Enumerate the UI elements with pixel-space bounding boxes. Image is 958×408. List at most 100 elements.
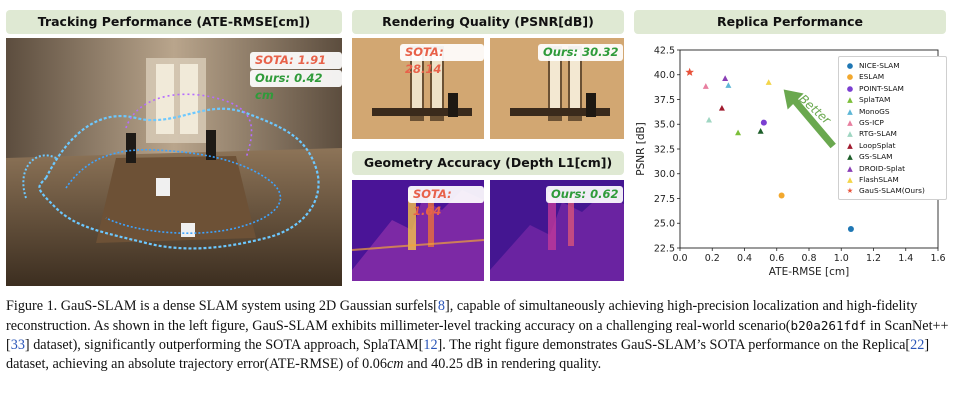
legend-label: DROID-Splat — [859, 163, 906, 173]
legend-label: POINT-SLAM — [859, 83, 904, 93]
legend-label: FlashSLAM — [859, 175, 899, 184]
legend-label: ESLAM — [859, 72, 885, 82]
legend-marker-icon: ▲ — [847, 95, 853, 105]
y-tick-label: 32.5 — [654, 144, 675, 155]
legend-item: ▲ RTG-SLAM — [845, 129, 897, 138]
legend-marker-icon: ● — [846, 83, 854, 93]
legend-marker-icon: ▲ — [847, 140, 853, 150]
legend-label: MonoGS — [859, 106, 890, 116]
citation-link[interactable]: 12 — [423, 337, 438, 353]
geometry-ours-badge: Ours: 0.62 — [546, 186, 624, 203]
caption-text-2: ], capable of simultaneously achieving h… — [6, 298, 918, 334]
data-point — [735, 129, 742, 136]
legend-label: RTG-SLAM — [859, 129, 897, 139]
y-tick-label: 22.5 — [654, 243, 675, 254]
x-tick-label: 1.6 — [930, 253, 945, 264]
legend-label: GS-ICP — [859, 118, 884, 127]
better-arrow-head — [783, 89, 804, 110]
x-tick-label: 1.2 — [866, 253, 881, 264]
legend-item: ▲ GS-SLAM — [845, 152, 893, 162]
legend-marker-icon: ▲ — [847, 118, 853, 127]
legend-marker-icon: ▲ — [847, 163, 853, 173]
tracking-title: Tracking Performance (ATE-RMSE[cm]) — [6, 10, 342, 34]
citation-link[interactable]: 8 — [437, 298, 446, 314]
data-point — [725, 82, 732, 88]
rendering-sota-badge: SOTA: 28.14 — [400, 44, 484, 76]
legend-marker-icon: ● — [846, 61, 854, 70]
better-arrow-shaft — [791, 98, 836, 149]
caption-label: Figure 1. — [6, 298, 58, 314]
x-tick-label: 0.8 — [801, 253, 816, 264]
x-tick-label: 0.6 — [769, 253, 784, 264]
rendering-sota-image: SOTA: 28.14 — [352, 38, 484, 139]
chart-legend: ● NICE-SLAM ● ESLAM ● POINT-SLAM ▲ SplaTAM ▲ Mono… — [838, 56, 947, 200]
legend-item: ▲ DROID-Splat — [845, 164, 905, 173]
legend-item: ● NICE-SLAM — [845, 61, 900, 70]
legend-item: ▲ MonoGS — [845, 106, 890, 116]
legend-label: NICE-SLAM — [859, 61, 900, 70]
x-tick-label: 1.0 — [834, 253, 849, 264]
caption-text-3: in ScanNet++[ — [6, 318, 949, 353]
data-point — [722, 75, 729, 81]
data-point — [718, 104, 725, 111]
caption-text-4: ] dataset), significantly outperforming … — [24, 337, 424, 353]
x-tick-label: 0.2 — [705, 253, 720, 264]
data-point — [706, 116, 713, 123]
legend-label: LoopSplat — [859, 140, 896, 150]
legend-item: ▲ FlashSLAM — [845, 175, 899, 184]
legend-item: ● ESLAM — [845, 72, 884, 81]
legend-item: ▲ LoopSplat — [845, 140, 896, 150]
geometry-title: Geometry Accuracy (Depth L1[cm]) — [352, 151, 624, 175]
caption-text-1: GauS-SLAM is a dense SLAM system using 2… — [57, 298, 438, 314]
scene-code: b20a261fdf — [790, 318, 867, 333]
x-axis-label: ATE-RMSE [cm] — [769, 266, 849, 278]
geometry-sota-image: SOTA: 1.64 — [352, 180, 484, 281]
legend-marker-icon: ▲ — [847, 175, 853, 184]
replica-title: Replica Performance — [634, 10, 946, 34]
legend-marker-icon: ● — [846, 72, 854, 82]
legend-item: ▲ GS-ICP — [845, 118, 884, 127]
x-tick-label: 0.4 — [737, 253, 752, 264]
y-tick-label: 35.0 — [654, 120, 675, 131]
caption-text-7: and 40.25 dB in rendering quality. — [403, 356, 602, 372]
caption-unit: cm — [386, 356, 404, 372]
legend-item: ▲ SplaTAM — [845, 95, 890, 104]
data-point — [765, 79, 772, 85]
tracking-sota-badge: SOTA: 1.91 cm — [250, 52, 342, 84]
legend-marker-icon: ▲ — [847, 106, 853, 116]
data-point — [702, 83, 709, 89]
citation-link[interactable]: 22 — [910, 337, 925, 353]
x-tick-label: 1.4 — [898, 253, 913, 264]
legend-marker-icon: ★ — [846, 186, 854, 196]
legend-label: SplaTAM — [859, 95, 891, 105]
y-tick-label: 27.5 — [654, 194, 675, 205]
rendering-ours-badge: Ours: 30.32 — [538, 44, 624, 61]
legend-marker-icon: ▲ — [847, 152, 853, 162]
y-axis-label: PSNR [dB] — [635, 122, 647, 176]
data-point — [778, 192, 785, 199]
x-tick-label: 0.0 — [672, 253, 687, 264]
citation-link[interactable]: 33 — [10, 337, 25, 353]
geometry-sota-badge: SOTA: 1.64 — [408, 186, 484, 218]
legend-marker-icon: ▲ — [847, 129, 853, 139]
y-tick-label: 40.0 — [654, 70, 675, 81]
caption-text-5: ]. The right figure demonstrates GauS-SL… — [437, 337, 911, 353]
y-tick-label: 37.5 — [654, 95, 675, 106]
figure-caption: Figure 1. GauS-SLAM is a dense SLAM syst… — [6, 297, 954, 374]
legend-label: GS-SLAM — [859, 152, 893, 162]
geometry-ours-image: Ours: 0.62 — [490, 180, 624, 281]
legend-item: ★ GauS-SLAM(Ours) — [845, 186, 925, 195]
tracking-ours-badge: Ours: 0.42 cm — [250, 70, 342, 102]
y-tick-label: 30.0 — [654, 169, 675, 180]
rendering-title: Rendering Quality (PSNR[dB]) — [352, 10, 624, 34]
legend-label: GauS-SLAM(Ours) — [859, 186, 925, 196]
data-point — [847, 225, 854, 232]
y-tick-label: 42.5 — [654, 45, 675, 56]
data-point — [757, 128, 764, 134]
y-tick-label: 25.0 — [654, 219, 675, 230]
tracking-scene-image: SOTA: 1.91 cm Ours: 0.42 cm — [6, 38, 342, 286]
data-point — [685, 67, 694, 76]
rendering-ours-image: Ours: 30.32 — [490, 38, 624, 139]
legend-item: ● POINT-SLAM — [845, 84, 904, 93]
caption-text-6: ] dataset, achieving an absolute traject… — [6, 337, 930, 372]
